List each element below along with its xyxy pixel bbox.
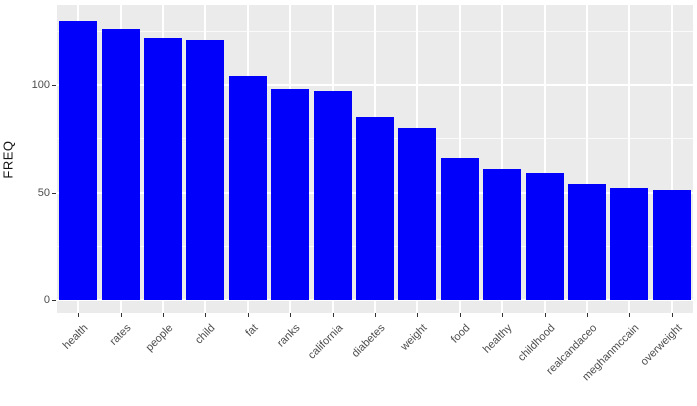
x-tick-label-rates: rates xyxy=(107,322,134,348)
gridline-x-overweight xyxy=(670,5,673,313)
x-tick-label-weight: weight xyxy=(398,322,430,353)
bar-california xyxy=(313,91,352,300)
x-tick-label-health: health xyxy=(60,322,91,352)
bar-food xyxy=(440,158,479,300)
y-tick-label-100: 100 xyxy=(31,79,50,91)
x-tick-mark-rates xyxy=(120,313,122,317)
x-tick-label-fat: fat xyxy=(243,322,261,340)
x-tick-mark-california xyxy=(332,313,334,317)
bar-meghanmccain xyxy=(610,188,649,300)
x-tick-mark-fat xyxy=(247,313,249,317)
gridline-x-realcandaceo xyxy=(586,5,588,313)
x-tick-label-people: people xyxy=(143,322,176,354)
x-tick-mark-child xyxy=(205,313,207,317)
x-tick-label-healthy: healthy xyxy=(481,322,515,356)
y-tick-mark-50 xyxy=(52,192,56,194)
bar-rates xyxy=(101,29,140,300)
x-tick-mark-overweight xyxy=(671,313,673,317)
bar-healthy xyxy=(483,168,522,300)
x-tick-mark-health xyxy=(78,313,80,317)
gridline-x-meghanmccain xyxy=(628,5,631,313)
x-tick-mark-diabetes xyxy=(375,313,376,317)
bar-ranks xyxy=(271,89,310,300)
y-tick-mark-100 xyxy=(52,85,56,86)
bar-people xyxy=(144,37,182,300)
x-tick-label-child: child xyxy=(193,322,218,347)
bar-child xyxy=(186,39,225,300)
x-tick-label-childhood: childhood xyxy=(515,322,558,364)
gridline-x-childhood xyxy=(543,5,546,313)
x-tick-label-california: california xyxy=(305,322,346,362)
x-tick-mark-meghanmccain xyxy=(629,313,631,317)
x-tick-mark-healthy xyxy=(502,313,504,317)
bar-realcandaceo xyxy=(568,183,606,300)
plot-panel xyxy=(57,5,693,313)
bar-childhood xyxy=(525,173,564,300)
x-tick-label-diabetes: diabetes xyxy=(349,322,388,360)
bar-weight xyxy=(398,128,437,300)
bar-fat xyxy=(228,76,267,300)
x-tick-mark-ranks xyxy=(290,313,292,317)
bar-overweight xyxy=(652,190,691,300)
y-tick-mark-0 xyxy=(52,300,56,301)
x-tick-mark-realcandaceo xyxy=(587,313,588,317)
bar-diabetes xyxy=(356,117,394,300)
x-tick-label-food: food xyxy=(448,322,473,346)
y-tick-label-50: 50 xyxy=(37,186,50,199)
bar-health xyxy=(59,20,98,300)
y-tick-label-0: 0 xyxy=(43,294,50,306)
x-tick-mark-food xyxy=(459,313,461,317)
y-axis-title: FREQ xyxy=(0,140,16,179)
x-tick-label-ranks: ranks xyxy=(275,322,303,350)
x-tick-mark-people xyxy=(163,313,164,317)
x-tick-label-overweight: overweight xyxy=(638,322,685,369)
x-tick-mark-weight xyxy=(417,313,419,317)
gridline-x-healthy xyxy=(501,5,504,313)
x-tick-mark-childhood xyxy=(544,313,546,317)
